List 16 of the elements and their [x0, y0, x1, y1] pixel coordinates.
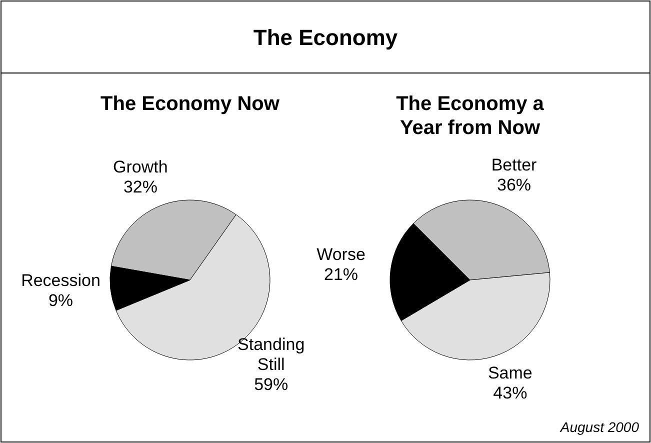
slice-label: Recession	[21, 271, 100, 290]
slice-label: Standing Still	[238, 335, 305, 374]
data-label: 59%	[254, 375, 288, 394]
chart-title: The Economy a Year from Now	[396, 93, 545, 139]
data-label: 21%	[324, 266, 358, 285]
text: The Economy	[253, 25, 398, 50]
chart-title: The Economy Now	[100, 93, 280, 115]
slice-label: Growth	[113, 158, 168, 177]
data-label: 36%	[497, 176, 532, 195]
slice-label: Same	[488, 364, 532, 384]
slice-label: Worse	[316, 246, 366, 265]
data-label: 9%	[48, 291, 74, 310]
data-label: 43%	[493, 384, 528, 404]
text: August 2000	[559, 419, 640, 435]
data-label: 32%	[123, 178, 158, 197]
slice-label: Better	[491, 156, 538, 175]
